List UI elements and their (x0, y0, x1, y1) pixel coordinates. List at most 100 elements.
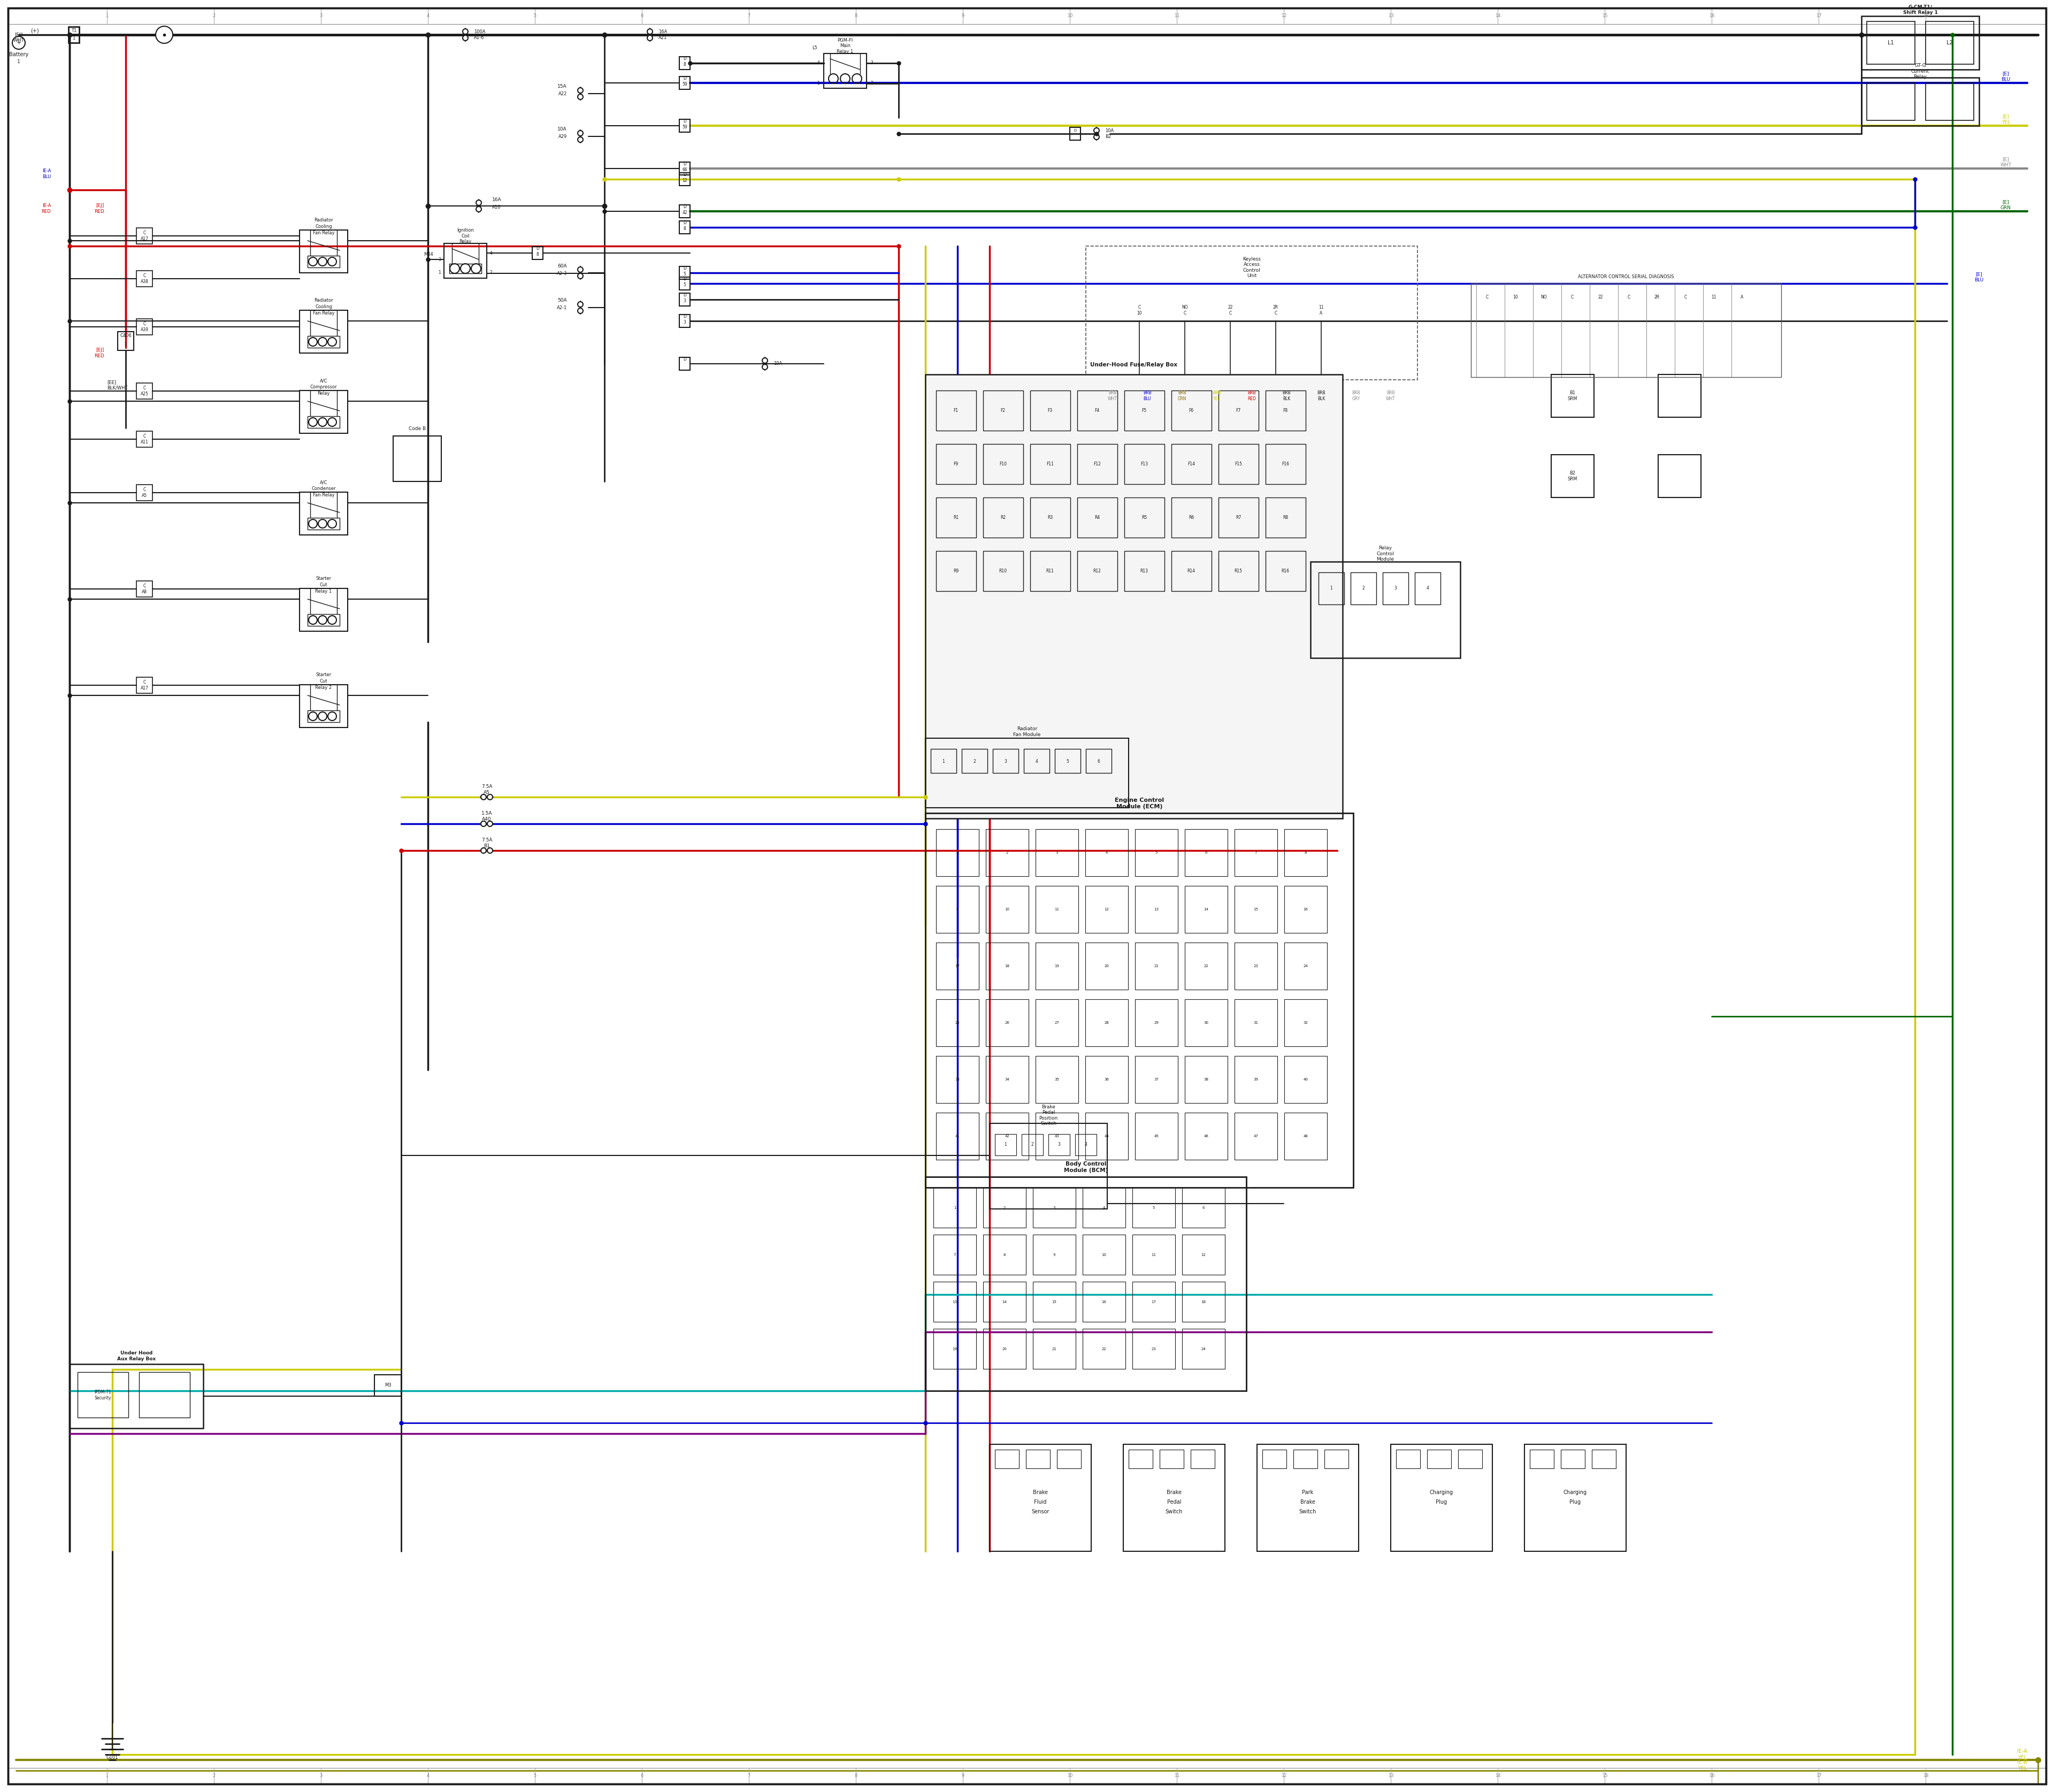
Text: Fluid: Fluid (1033, 1500, 1048, 1505)
Bar (1191, 1450, 1214, 1468)
Bar (1031, 391, 1070, 430)
Bar (1185, 1000, 1228, 1047)
Bar (1085, 943, 1128, 989)
Text: 37: 37 (1154, 1077, 1158, 1081)
Bar (1136, 1113, 1177, 1159)
Text: 10A: 10A (557, 127, 567, 133)
Text: 2: 2 (212, 1774, 216, 1778)
Bar (1023, 749, 1050, 772)
Bar (937, 1000, 980, 1047)
Text: 1: 1 (957, 851, 959, 855)
Text: R13: R13 (1140, 568, 1148, 573)
Text: Cut: Cut (320, 582, 327, 588)
Bar (984, 1188, 1025, 1228)
Text: Brake: Brake (1167, 1489, 1181, 1495)
Bar (933, 1235, 976, 1274)
Text: 7.5A
B1: 7.5A B1 (481, 839, 493, 848)
Bar (1128, 1450, 1152, 1468)
Bar (1234, 1055, 1278, 1104)
Text: 8: 8 (854, 1774, 857, 1778)
Text: 1: 1 (953, 1206, 955, 1210)
Text: Relay: Relay (318, 391, 331, 396)
Bar (1082, 1188, 1126, 1228)
Text: 6: 6 (1206, 851, 1208, 855)
Bar (1325, 1450, 1349, 1468)
Bar (994, 1134, 1017, 1156)
Text: 36: 36 (1105, 1077, 1109, 1081)
Text: F14: F14 (1187, 462, 1195, 466)
Bar (1183, 1328, 1224, 1369)
Text: BRB
GRY: BRB GRY (1352, 391, 1360, 401)
Text: 33: 33 (955, 1077, 959, 1081)
Text: C
A11: C A11 (140, 434, 148, 444)
Text: BRB
BLK: BRB BLK (1317, 391, 1325, 401)
Text: 9: 9 (1054, 1253, 1056, 1256)
Bar (1185, 885, 1228, 934)
Text: 46: 46 (1204, 1134, 1208, 1138)
Text: R1: R1 (953, 516, 959, 520)
Text: 60A: 60A (557, 263, 567, 269)
Bar (937, 885, 980, 934)
Text: R4: R4 (1095, 516, 1099, 520)
Text: NO
C: NO C (1181, 305, 1187, 315)
Text: A2-1: A2-1 (557, 306, 567, 310)
Text: [E]
BLU: [E] BLU (1974, 272, 1984, 283)
Text: F16: F16 (1282, 462, 1290, 466)
Text: 8: 8 (1002, 1253, 1006, 1256)
Text: 11
A: 11 A (1319, 305, 1323, 315)
Bar (1265, 498, 1306, 538)
Text: 11: 11 (1711, 294, 1717, 299)
Text: Condenser: Condenser (312, 486, 335, 491)
Text: R6: R6 (1189, 516, 1193, 520)
Text: Brake
Pedal
Position
Switch: Brake Pedal Position Switch (1039, 1104, 1058, 1125)
Text: BRB
RED: BRB RED (1247, 391, 1255, 401)
Text: Cut: Cut (320, 679, 327, 685)
Bar (933, 1188, 976, 1228)
Text: 1: 1 (438, 271, 442, 276)
Text: [EE]
BLK/WHT: [EE] BLK/WHT (107, 380, 127, 391)
Text: A/C: A/C (320, 480, 327, 486)
Text: BRB
WHT: BRB WHT (1386, 391, 1395, 401)
Text: 1: 1 (125, 342, 127, 346)
Bar (136, 383, 152, 400)
Text: 3: 3 (871, 61, 873, 66)
Text: 30: 30 (1204, 1021, 1208, 1025)
Bar (136, 432, 152, 448)
Bar (1171, 391, 1212, 430)
Bar (1070, 127, 1080, 140)
Bar (926, 375, 1343, 819)
Text: 4: 4 (817, 61, 820, 66)
Text: 24: 24 (1304, 964, 1308, 968)
Bar (1025, 1450, 1050, 1468)
Bar (1074, 1134, 1097, 1156)
Text: G-CM-T1/
Shift Relay 1: G-CM-T1/ Shift Relay 1 (1902, 4, 1937, 14)
Text: BRB
WHT: BRB WHT (1107, 391, 1117, 401)
Text: 17: 17 (1816, 1774, 1822, 1778)
Bar (986, 885, 1029, 934)
Circle shape (577, 95, 583, 100)
Bar (1076, 550, 1117, 591)
Text: 6: 6 (1202, 1206, 1206, 1210)
Text: 16: 16 (1709, 1774, 1715, 1778)
Circle shape (487, 848, 493, 853)
Text: A16: A16 (493, 204, 501, 210)
Circle shape (577, 131, 583, 136)
Text: 35: 35 (1054, 1077, 1060, 1081)
Text: 22: 22 (1101, 1348, 1107, 1351)
Text: 2: 2 (489, 271, 493, 276)
Text: C
A17: C A17 (140, 231, 148, 242)
Bar (136, 228, 152, 244)
Bar (1658, 375, 1701, 418)
Text: C
A17: C A17 (140, 679, 148, 690)
Text: 1: 1 (105, 14, 109, 18)
Text: 1: 1 (1331, 586, 1333, 591)
Text: C: C (1627, 294, 1631, 299)
Text: C: C (1571, 294, 1573, 299)
Text: D
59: D 59 (682, 75, 688, 86)
Text: 28: 28 (1105, 1021, 1109, 1025)
Text: [E]
YEL: [E] YEL (2001, 115, 2011, 124)
Text: Compressor: Compressor (310, 385, 337, 389)
Text: 5: 5 (534, 14, 536, 18)
Bar (986, 1113, 1029, 1159)
Text: 1: 1 (105, 1774, 109, 1778)
